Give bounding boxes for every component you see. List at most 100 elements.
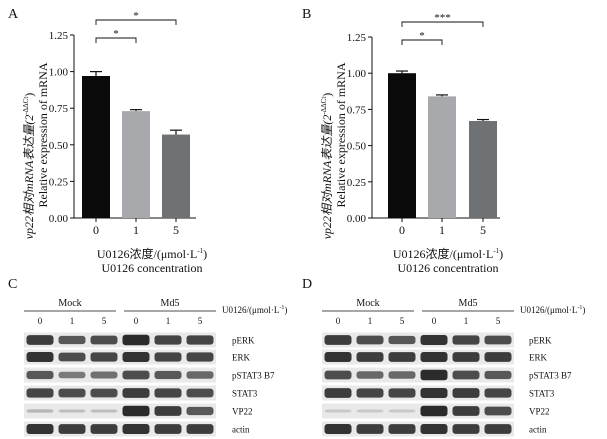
blot-band-c: [58, 424, 86, 434]
x-tick-label-a: 1: [133, 223, 139, 237]
x-axis-title-cn-text-b: U0126浓度/(μmol·L: [393, 246, 493, 261]
blot-band-c: [90, 352, 118, 362]
blot-band-d: [484, 388, 512, 398]
significance-bracket-b: [401, 21, 484, 27]
blot-band-d: [324, 409, 352, 413]
lane-label-c: 1: [166, 316, 171, 326]
y-axis-title-sup-a: -ΔΔCt: [22, 97, 30, 115]
blot-band-c: [58, 371, 86, 379]
group-label-md5-c: Md5: [161, 298, 180, 309]
lane-labels-c: 0 1 5 0 1 5: [38, 316, 203, 326]
panel-letter-c: C: [8, 277, 17, 292]
blot-band-c: [186, 371, 214, 379]
blot-band-d: [484, 370, 512, 380]
lane-label-c: 1: [70, 316, 75, 326]
blot-band-c: [186, 352, 214, 362]
x-tick-label-a: 5: [173, 223, 179, 237]
significance-mark-a: *: [133, 10, 139, 22]
panel-letter-b: B: [302, 7, 311, 22]
x-axis-title-close-a: ): [203, 247, 207, 261]
y-axis-title-close-a: ): [22, 93, 36, 97]
blot-band-c: [186, 424, 214, 434]
blot-band-c: [154, 406, 182, 416]
blot-band-c: [154, 424, 182, 434]
protein-label-d: actin: [529, 425, 547, 435]
lane-label-d: 5: [496, 316, 501, 326]
blot-band-d: [452, 370, 480, 380]
significance-mark-b: ***: [434, 12, 451, 24]
bar-b-0: [388, 73, 416, 218]
blot-band-c: [58, 352, 86, 362]
blot-band-d: [484, 406, 512, 416]
y-tick-label-b: 0.00: [347, 213, 367, 225]
blot-band-d: [356, 371, 384, 379]
x-axis-title-sup-b: -1: [493, 247, 499, 255]
blot-band-c: [26, 370, 54, 380]
blot-band-d: [484, 424, 512, 434]
blot-band-d: [356, 424, 384, 434]
significance-bracket-b: [401, 39, 443, 45]
y-tick-label-a: 0.50: [49, 140, 69, 152]
blot-band-c: [90, 335, 118, 345]
y-tick-label-b: 0.75: [347, 104, 367, 116]
blot-band-c: [154, 335, 182, 345]
x-tick-label-b: 1: [439, 223, 445, 237]
blot-band-d: [420, 423, 448, 435]
blot-band-d: [356, 352, 384, 362]
blot-band-d: [356, 409, 384, 413]
lane-label-d: 0: [432, 316, 437, 326]
y-axis-title-cn-a: vp22相对mRNA表达量(2-ΔΔCt): [22, 93, 36, 240]
blot-band-c: [26, 388, 54, 398]
blot-band-c: [122, 405, 150, 417]
protein-label-c: STAT3: [232, 389, 258, 399]
protein-label-c: ERK: [232, 353, 251, 363]
blot-band-c: [154, 388, 182, 398]
plot-area-b: 0.000.250.500.751.001.250 1 5****: [347, 12, 500, 237]
blot-band-c: [26, 423, 54, 435]
blot-rows-c: pERK ERK pSTAT3 B7 STAT3 VP22 actin: [24, 332, 275, 437]
panel-letter-a: A: [8, 7, 19, 22]
blot-band-c: [90, 388, 118, 398]
western-blot-d: Mock Md5 U0126/(μmol·L-1) 0 1 5 0 1 5 pERK ERK…: [322, 298, 585, 437]
x-axis-title-cn-a: U0126浓度/(μmol·L-1): [97, 246, 207, 261]
protein-label-d: ERK: [529, 353, 548, 363]
western-blot-c: Mock Md5 U0126/(μmol·L-1) 0 1 5 0 1 5 pERK ERK…: [24, 298, 287, 437]
blot-band-d: [356, 335, 384, 345]
blot-band-d: [324, 335, 352, 345]
x-axis-title-en-b: U0126 concentration: [398, 261, 499, 275]
blot-band-d: [324, 351, 352, 363]
protein-label-c: VP22: [232, 407, 253, 417]
blot-band-c: [122, 334, 150, 346]
bar-b-1: [428, 96, 456, 218]
blot-band-c: [186, 388, 214, 398]
blot-band-c: [122, 370, 150, 380]
blot-band-c: [58, 388, 86, 398]
blot-band-d: [452, 352, 480, 362]
significance-mark-a: *: [113, 28, 119, 40]
protein-label-c: pSTAT3 B7: [232, 371, 275, 381]
group-label-mock-c: Mock: [58, 298, 81, 309]
blot-band-d: [452, 388, 480, 398]
blot-band-d: [388, 388, 416, 398]
blot-band-c: [154, 370, 182, 380]
unit-label-sup-d: -1: [577, 305, 582, 311]
y-tick-label-a: 0.25: [49, 176, 69, 188]
lane-label-c: 0: [38, 316, 43, 326]
blot-band-c: [26, 351, 54, 363]
bar-a-5: [162, 134, 190, 218]
significance-bracket-a: [95, 37, 137, 43]
blot-band-d: [420, 387, 448, 399]
blot-rows-d: pERK ERK pSTAT3 B7 STAT3 VP22 actin: [322, 332, 572, 437]
protein-label-c: actin: [232, 425, 250, 435]
blot-band-d: [324, 370, 352, 380]
blot-band-c: [122, 351, 150, 363]
unit-label-c: U0126/(μmol·L-1): [222, 305, 287, 315]
blot-band-d: [388, 424, 416, 434]
blot-band-d: [356, 388, 384, 398]
y-tick-label-a: 1.00: [49, 67, 69, 79]
blot-band-d: [484, 352, 512, 362]
protein-label-d: pERK: [529, 336, 552, 346]
x-axis-title-sup-a: -1: [197, 247, 203, 255]
blot-band-d: [452, 424, 480, 434]
y-axis-title-sup-b: -ΔΔCt: [320, 97, 328, 115]
